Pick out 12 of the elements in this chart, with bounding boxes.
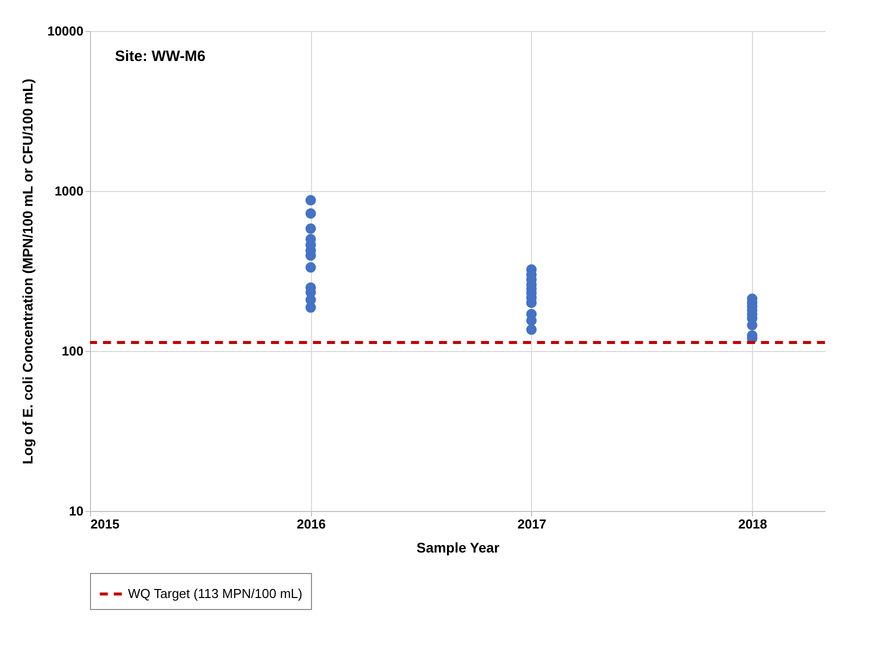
- x-axis-title: Sample Year: [416, 540, 500, 556]
- y-axis-title: Log of E. coli Concentration (MPN/100 mL or CFU/100 mL): [19, 78, 36, 464]
- x-tick-label: 2015: [90, 516, 120, 532]
- y-tick-label: 100: [62, 344, 84, 358]
- y-tick-label: 1000: [54, 184, 84, 198]
- x-tick-label: 2016: [296, 516, 326, 532]
- x-tick-label: 2017: [517, 516, 546, 532]
- x-tick-label: 2018: [738, 516, 768, 532]
- annotation: Site: WW-M6: [115, 48, 206, 65]
- legend-label: WQ Target (113 MPN/100 mL): [128, 586, 302, 601]
- y-tick-label: 10: [69, 504, 84, 518]
- y-tick-label: 10000: [47, 24, 84, 38]
